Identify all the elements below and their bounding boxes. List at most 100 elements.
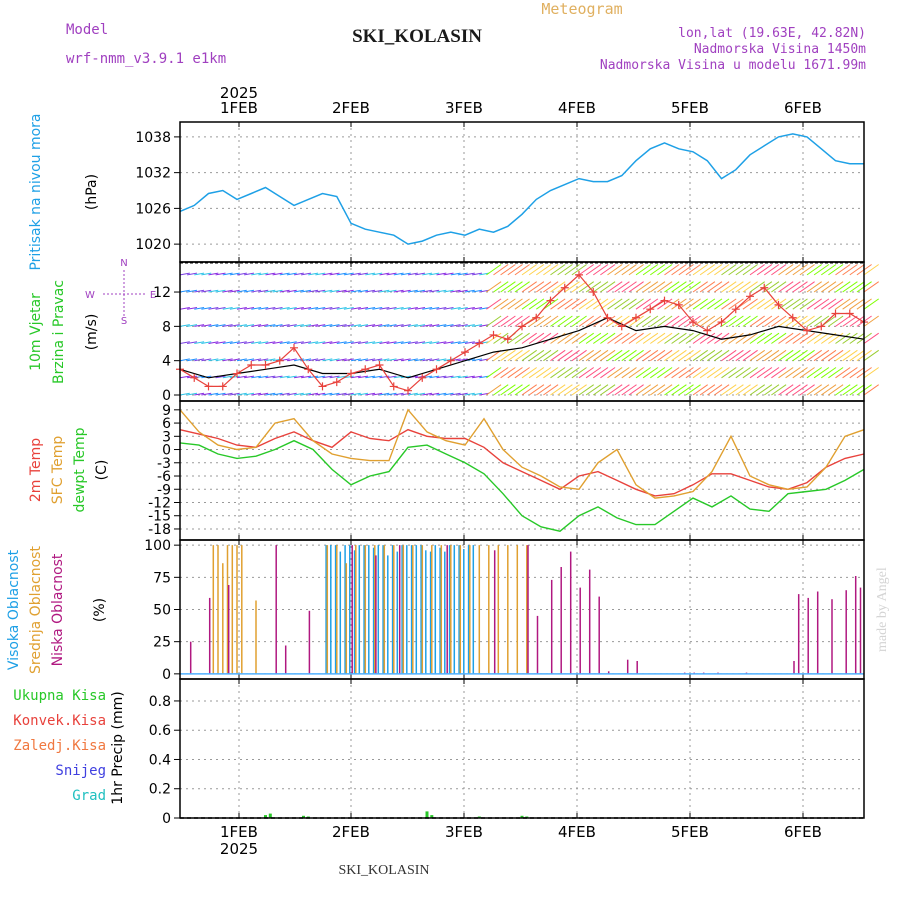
wind-barb [863,384,879,396]
wind-barb [308,375,319,379]
wind-barb [564,264,580,276]
wind-speed-marker [703,326,712,335]
wind-barb [486,264,502,276]
wind-barb [593,367,609,379]
wind-barb [258,324,269,327]
wind-barb [685,281,701,293]
wind-barb [735,281,751,293]
wind-barb [792,332,808,344]
wind-barb [507,281,523,293]
wind-barb [272,392,283,396]
wind-barb [429,289,440,293]
wind-barb [685,367,701,379]
y-tick-label: -9 [157,482,171,498]
wind-barb [628,264,644,276]
wind-barb [813,384,830,396]
wind-barb [450,307,461,310]
wind-barb [251,375,262,379]
wind-barb [179,289,190,293]
wind-barb [835,315,851,327]
wind-barb [464,307,475,310]
wind-speed-marker [731,305,740,314]
day-label-bottom: 5FEB [671,823,709,841]
y-tick-label: 50 [153,603,171,619]
wind-barb [621,332,637,344]
wind-barb [329,324,340,327]
y-tick-label: 1026 [135,201,171,217]
wind-barb [229,272,240,276]
wind-barb [215,289,226,293]
wind-barb [742,349,758,362]
wind-barb [707,264,723,276]
wind-barb [244,289,255,293]
wind-barb [415,324,426,327]
wind-barb [564,298,580,310]
temp-unit: (C) [94,460,110,481]
wind-barb [585,349,602,362]
wind-speed-marker [290,343,298,352]
wind-barb [771,349,787,362]
wind-barb [585,332,602,344]
wind-barb [315,341,326,344]
wind-barb [322,375,333,379]
wind-barb [486,367,502,379]
wind-barb [607,384,623,396]
precip-legend-item: Konvek.Kisa [13,713,106,729]
wind-barb [179,272,190,276]
footer-title: SKI_KOLASIN [339,863,430,878]
wind-barb [699,332,716,344]
wind-barb [293,324,304,327]
temp2m-label: 2m Temp [28,438,44,502]
wind-barb [415,272,426,276]
wind-barb [372,289,383,293]
lonlat-label: lon,lat (19.63E, 42.82N) [678,26,866,41]
wind-barb [272,307,283,310]
wind-barb [358,341,369,344]
wind-barb [714,264,730,276]
wind-barb [821,298,837,310]
model-label: Model [66,22,108,38]
wind-barb [179,307,190,310]
wind-barb [236,358,247,362]
wind-barb [685,298,701,310]
wind-barb [821,281,837,293]
y-tick-label: -3 [157,456,171,472]
wind-barb [692,298,708,310]
wind-barb [386,307,397,310]
wind-barb [315,324,326,327]
wind-barb [301,289,312,293]
wind-barb [443,272,454,276]
wind-barb [593,281,609,293]
wind-barb [379,272,390,276]
wind-barb [301,272,312,276]
wind-barb [187,358,198,362]
wind-barb [258,392,269,396]
wind-barb [407,341,418,344]
wind-barb [835,384,851,396]
wind-barb [236,341,247,344]
wind-barb [436,341,447,344]
wind-barb [728,332,744,344]
wind-barb [785,281,801,293]
wind-speed-marker [275,356,284,365]
wind-barb [642,367,659,379]
wind-barb [536,349,552,362]
wind-speed-marker [746,292,754,301]
wind-barb [828,349,844,362]
wind-barb [707,298,723,310]
wind-barb [208,324,219,327]
cloud-unit: (%) [92,598,108,622]
wind-speed-marker [446,356,455,365]
wind-barb [863,264,879,276]
wind-barb [536,367,552,379]
wind-barb [578,281,594,293]
wind-barb [365,358,376,362]
wind-barb [229,341,240,344]
wind-barb [265,358,276,362]
wind-barb [201,341,212,344]
wind-barb [650,332,666,344]
day-label-bottom: 2FEB [332,823,370,841]
wind-barb [771,384,787,396]
wind-barb [842,367,858,379]
wind-barb [208,289,219,293]
